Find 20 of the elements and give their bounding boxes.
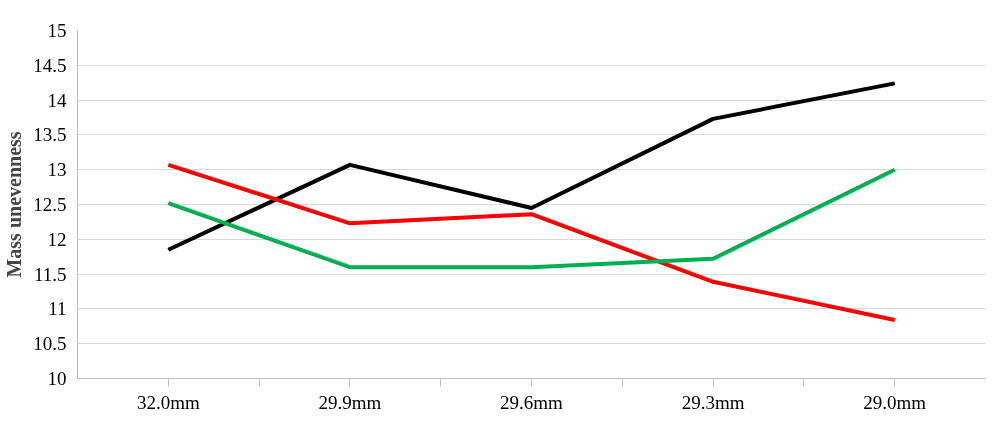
y-tick-label: 10.5 bbox=[33, 333, 67, 355]
y-tick-label: 12.5 bbox=[33, 194, 67, 215]
y-tick-label: 10 bbox=[47, 368, 67, 389]
y-axis-title: Mass unevenness bbox=[3, 131, 26, 278]
x-tick-label: 29.0mm bbox=[863, 391, 927, 413]
y-tick-label: 12 bbox=[47, 228, 67, 250]
y-tick-label: 11 bbox=[48, 298, 67, 320]
x-tick-label: 29.3mm bbox=[681, 391, 745, 413]
x-tick-label: 29.9mm bbox=[318, 391, 382, 413]
y-tick-label: 14 bbox=[47, 89, 67, 111]
line-series bbox=[166, 81, 897, 252]
y-tick-label: 14.5 bbox=[33, 54, 67, 76]
y-tick-label: 15 bbox=[47, 20, 67, 41]
line-series bbox=[166, 167, 897, 270]
y-tick-label: 13.5 bbox=[33, 124, 67, 146]
y-tick-label: 11.5 bbox=[33, 263, 67, 285]
y-tick-label: 13 bbox=[47, 159, 67, 181]
x-tick-label: 29.6mm bbox=[500, 391, 564, 413]
x-tick-label: 32.0mm bbox=[136, 391, 200, 413]
line-series bbox=[166, 162, 897, 323]
